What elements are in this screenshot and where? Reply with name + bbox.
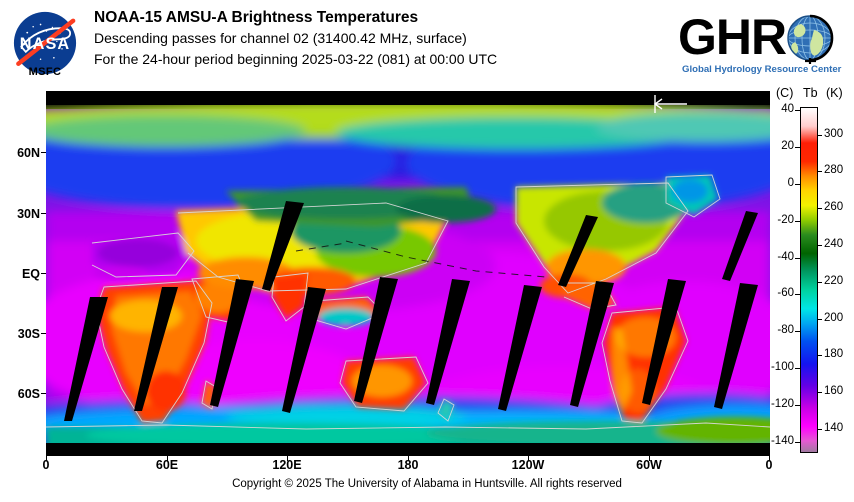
colorbar-celsius-tick: 40 bbox=[781, 103, 794, 116]
colorbar-celsius-tick: 0 bbox=[787, 176, 794, 189]
lat-label-eq: EQ bbox=[21, 267, 40, 281]
lat-tick-30s bbox=[41, 333, 46, 334]
lon-tick-0 bbox=[46, 456, 47, 461]
copyright-notice: Copyright © 2025 The University of Alaba… bbox=[232, 478, 622, 490]
lon-tick-180 bbox=[408, 456, 409, 461]
colorbar-gradient bbox=[801, 108, 817, 452]
lon-label-60w: 60W bbox=[636, 458, 662, 472]
colorbar-celsius-tick: -140 bbox=[770, 434, 794, 447]
colorbar-kelvin-tick: 140 bbox=[824, 421, 844, 434]
colorbar-kelvin-tick: 220 bbox=[824, 274, 844, 287]
colorbar-kelvin-tickmark bbox=[817, 355, 822, 357]
colorbar-kelvin-tickmark bbox=[817, 392, 822, 394]
colorbar-kelvin-tickmark bbox=[817, 281, 822, 283]
nasa-center-label: MSFC bbox=[28, 66, 62, 78]
colorbar-celsius-tickmark bbox=[795, 294, 800, 296]
page-subtitle-channel: Descending passes for channel 02 (31400.… bbox=[94, 30, 467, 46]
colorbar[interactable] bbox=[800, 107, 818, 453]
coastlines bbox=[46, 174, 770, 430]
colorbar-celsius-tick: -120 bbox=[770, 397, 794, 410]
colorbar-kelvin-tickmark bbox=[817, 208, 822, 210]
colorbar-kelvin-tick: 300 bbox=[824, 127, 844, 140]
colorbar-celsius-tick: 20 bbox=[781, 140, 794, 153]
lon-tick-120w bbox=[528, 456, 529, 461]
page-subtitle-period: For the 24-hour period beginning 2025-03… bbox=[94, 51, 498, 67]
lat-label-60s: 60S bbox=[17, 387, 40, 401]
colorbar-kelvin-tickmark bbox=[817, 134, 822, 136]
colorbar-kelvin-tick: 200 bbox=[824, 311, 844, 324]
lon-tick-60w bbox=[649, 456, 650, 461]
colorbar-kelvin-tickmark bbox=[817, 244, 822, 246]
lat-label-60n: 60N bbox=[17, 146, 40, 160]
page-title: NOAA-15 AMSU-A Brightness Temperatures bbox=[94, 9, 419, 26]
lon-tick-360 bbox=[769, 456, 770, 461]
lon-tick-60e bbox=[167, 456, 168, 461]
title-block: NOAA-15 AMSU-A Brightness Temperatures D… bbox=[94, 8, 674, 70]
lon-label-120e: 120E bbox=[272, 458, 302, 472]
lon-label-180: 180 bbox=[397, 458, 419, 472]
brightness-temperature-map[interactable] bbox=[46, 91, 770, 456]
colorbar-celsius-tick: -80 bbox=[777, 324, 794, 337]
globe-icon bbox=[787, 14, 834, 64]
colorbar-kelvin-tickmark bbox=[817, 171, 822, 173]
colorbar-kelvin-tickmark bbox=[817, 318, 822, 320]
lat-tick-60s bbox=[41, 393, 46, 394]
colorbar-kelvin-tick: 160 bbox=[824, 385, 844, 398]
colorbar-kelvin-tick: 180 bbox=[824, 348, 844, 361]
colorbar-celsius-tickmark bbox=[795, 404, 800, 406]
lon-tick-120e bbox=[287, 456, 288, 461]
colorbar-celsius-tickmark bbox=[795, 110, 800, 112]
lat-label-30s: 30S bbox=[17, 327, 40, 341]
colorbar-celsius-tickmark bbox=[795, 183, 800, 185]
colorbar-header-kelvin: (K) bbox=[826, 86, 843, 100]
lat-label-30n: 30N bbox=[17, 207, 40, 221]
colorbar-header-celsius: (C) bbox=[776, 86, 794, 100]
lon-label-0: 0 bbox=[42, 458, 50, 472]
colorbar-celsius-tick: -100 bbox=[770, 360, 794, 373]
colorbar-celsius-tick: -40 bbox=[777, 250, 794, 263]
colorbar-kelvin-tick: 260 bbox=[824, 201, 844, 214]
colorbar-celsius-tickmark bbox=[795, 441, 800, 443]
lat-tick-60n bbox=[41, 152, 46, 153]
colorbar-celsius-tick: -20 bbox=[777, 213, 794, 226]
orbital-data-gaps bbox=[64, 201, 758, 421]
lon-label-120w: 120W bbox=[511, 458, 545, 472]
svg-text:NASA: NASA bbox=[20, 35, 71, 53]
colorbar-header-tb: Tb bbox=[803, 86, 818, 100]
map-arrow-annotation bbox=[653, 95, 687, 113]
ghrc-logo-subtext: Global Hydrology Resource Center bbox=[682, 64, 842, 75]
map-canvas[interactable] bbox=[46, 91, 770, 456]
lon-label-60e: 60E bbox=[155, 458, 179, 472]
colorbar-celsius-tick: -60 bbox=[777, 287, 794, 300]
colorbar-celsius-tickmark bbox=[795, 257, 800, 259]
colorbar-celsius-tickmark bbox=[795, 331, 800, 333]
colorbar-celsius-tickmark bbox=[795, 367, 800, 369]
colorbar-celsius-tickmark bbox=[795, 220, 800, 222]
lat-tick-30n bbox=[41, 213, 46, 214]
nasa-meatball-logo: NASA bbox=[13, 11, 77, 75]
colorbar-kelvin-tick: 240 bbox=[824, 237, 844, 250]
lon-label-360: 0 bbox=[765, 458, 773, 472]
lat-tick-eq bbox=[41, 273, 46, 274]
colorbar-kelvin-tickmark bbox=[817, 428, 822, 430]
ghrc-logo: GHRC Global Hydrology Resource Center bbox=[678, 9, 842, 75]
colorbar-kelvin-tick: 280 bbox=[824, 164, 844, 177]
colorbar-celsius-tickmark bbox=[795, 147, 800, 149]
